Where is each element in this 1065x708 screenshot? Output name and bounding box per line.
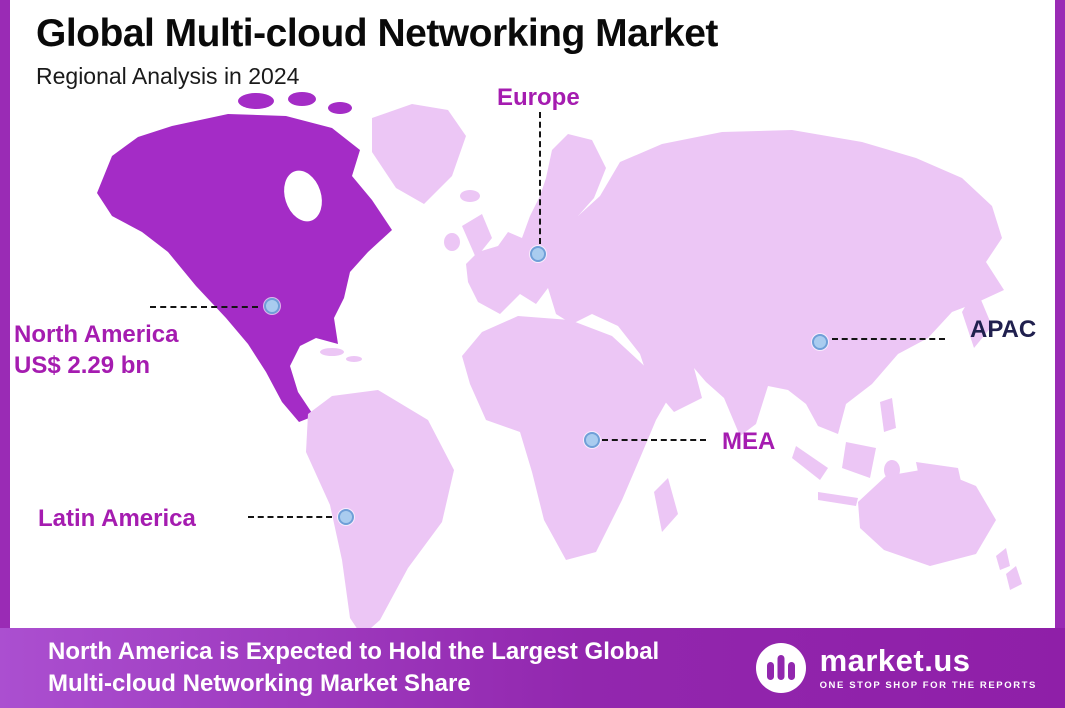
footer-headline: North America is Expected to Hold the La… (48, 636, 659, 699)
map-borneo (842, 442, 876, 478)
right-border (1055, 0, 1065, 708)
region-label-north-america: North America US$ 2.29 bn (14, 320, 178, 381)
region-value: US$ 2.29 bn (14, 351, 151, 379)
marker-dot-latin-america (338, 509, 354, 525)
map-caribbean (320, 348, 344, 356)
region-label-europe: Europe (497, 83, 580, 114)
footer-banner: North America is Expected to Hold the La… (0, 628, 1065, 708)
map-new-guinea (916, 462, 962, 486)
connector-mea (602, 439, 706, 441)
marker-dot-europe (530, 246, 546, 262)
connector-north-america (150, 306, 258, 308)
connector-apac (832, 338, 945, 340)
marker-dot-mea (584, 432, 600, 448)
marker-dot-apac (812, 334, 828, 350)
page-title: Global Multi-cloud Networking Market (36, 12, 718, 55)
map-united-kingdom (462, 214, 492, 258)
connector-europe (539, 112, 541, 244)
region-label-latin-america: Latin America (38, 504, 196, 535)
region-label-apac: APAC (970, 315, 1036, 346)
region-label-mea: MEA (722, 427, 775, 458)
map-eurasia (466, 130, 1004, 436)
map-arctic-island (328, 102, 352, 114)
map-madagascar (654, 478, 678, 532)
map-greenland (372, 104, 466, 204)
header: Global Multi-cloud Networking Market Reg… (36, 12, 718, 90)
map-java (818, 492, 858, 506)
map-new-zealand (996, 548, 1010, 570)
map-new-zealand (1006, 566, 1022, 590)
map-iceland (460, 190, 480, 202)
map-arctic-island (288, 92, 316, 106)
brand-block: market.us ONE STOP SHOP FOR THE REPORTS (754, 641, 1037, 695)
footer-headline-line2: Multi-cloud Networking Market Share (48, 670, 471, 697)
marker-dot-north-america (264, 298, 280, 314)
region-name: Latin America (38, 505, 196, 532)
map-south-america (306, 390, 454, 636)
map-australia (858, 468, 996, 566)
connector-latin-america (248, 516, 332, 518)
left-border (0, 0, 10, 708)
brand-text: market.us ONE STOP SHOP FOR THE REPORTS (820, 645, 1037, 691)
map-sumatra (792, 446, 828, 480)
map-hudson-bay (284, 170, 322, 222)
brand-tagline: ONE STOP SHOP FOR THE REPORTS (819, 680, 1037, 691)
map-philippines (880, 398, 896, 432)
region-name: Europe (497, 84, 580, 111)
map-caribbean (346, 356, 362, 362)
page-subtitle: Regional Analysis in 2024 (36, 63, 300, 89)
region-name: APAC (970, 316, 1037, 343)
map-arctic-island (238, 93, 274, 109)
map-africa (462, 316, 672, 560)
map-sulawesi (884, 460, 900, 480)
region-name: MEA (722, 428, 776, 455)
region-name: North America (14, 321, 179, 348)
brand-name: market.us (819, 643, 971, 678)
marketus-logo-icon (755, 643, 806, 693)
map-ireland (444, 233, 460, 251)
footer-headline-line1: North America is Expected to Hold the La… (48, 638, 660, 666)
